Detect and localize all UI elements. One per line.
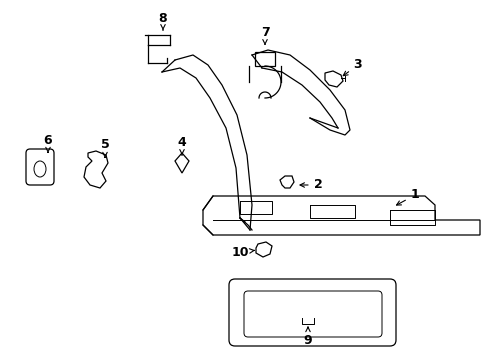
Text: 5: 5 [101, 139, 109, 157]
Text: 6: 6 [43, 134, 52, 152]
Text: 4: 4 [177, 136, 186, 155]
Text: 8: 8 [159, 12, 167, 30]
Text: 7: 7 [260, 26, 269, 44]
Text: 2: 2 [300, 179, 322, 192]
Text: 9: 9 [303, 327, 312, 346]
Text: 1: 1 [396, 189, 419, 205]
Text: 10: 10 [231, 246, 254, 258]
Text: 3: 3 [343, 58, 362, 76]
